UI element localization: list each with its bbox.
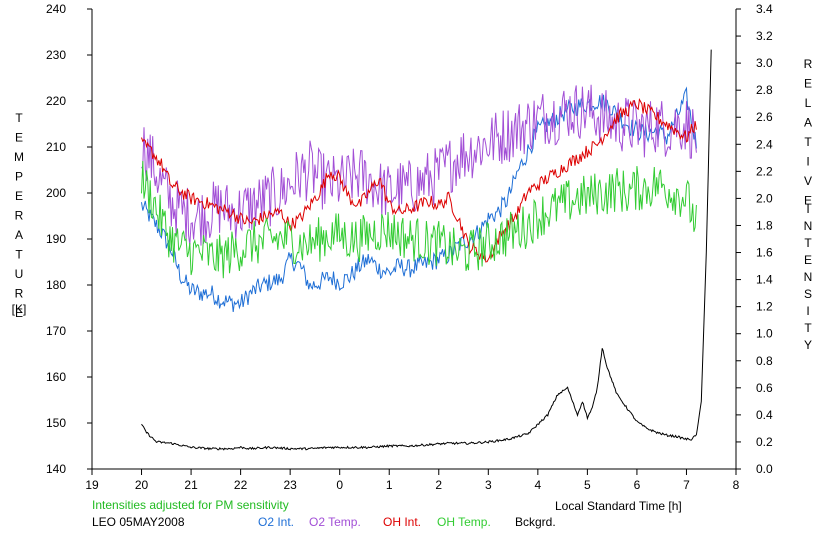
y-left-tick-label: 240	[46, 2, 66, 16]
y-right-label-letter: V	[804, 174, 812, 188]
x-tick-label: 19	[85, 478, 99, 492]
series-o2-int	[141, 86, 697, 313]
y-right-label-letter: E	[804, 253, 812, 267]
y-right-label-letter: N	[804, 270, 813, 284]
y-left-label-letter: U	[15, 267, 24, 281]
y-right-label-letter: E	[804, 77, 812, 91]
y-right-tick-label: 2.2	[756, 164, 773, 178]
y-left-label-letter: P	[15, 170, 23, 184]
y-right-label-letter: I	[806, 155, 809, 169]
legend-entry: O2 Int.	[258, 515, 295, 529]
y-right-tick-label: 2.8	[756, 83, 773, 97]
y-right-tick-label: 2.4	[756, 137, 773, 151]
y-right-label-letter: L	[805, 96, 812, 110]
x-axis-label: Local Standard Time [h]	[555, 499, 682, 513]
y-right-tick-label: 0.8	[756, 354, 773, 368]
y-right-tick-label: 1.4	[756, 273, 773, 287]
y-left-tick-label: 230	[46, 48, 66, 62]
x-tick-label: 4	[535, 478, 542, 492]
legend-entry: OH Int.	[383, 515, 422, 529]
legend-entry: OH Temp.	[437, 515, 491, 529]
y-right-label-letter: R	[804, 57, 813, 71]
x-tick-label: 1	[386, 478, 393, 492]
x-tick-label: 23	[283, 478, 297, 492]
x-tick-label: 3	[485, 478, 492, 492]
y-right-label-letter: T	[804, 236, 812, 250]
y-left-label-letter: T	[15, 111, 23, 125]
y-right-tick-label: 3.0	[756, 56, 773, 70]
chart-note: Intensities adjusted for PM sensitivity	[92, 498, 289, 512]
series-layer	[141, 49, 712, 451]
series-bckgrd	[141, 49, 712, 451]
y-right-label-letter: T	[804, 135, 812, 149]
y-right-label-letter: Y	[804, 338, 812, 352]
x-tick-label: 2	[435, 478, 442, 492]
series-oh-temp	[141, 160, 697, 279]
y-right-label-letter: N	[804, 219, 813, 233]
y-left-label-letter: A	[15, 228, 23, 242]
y-left-tick-label: 160	[46, 370, 66, 384]
series-oh-int	[141, 97, 697, 263]
y-right-tick-label: 0.4	[756, 408, 773, 422]
station-label: LEO 05MAY2008	[92, 515, 185, 529]
y-left-label-letter: E	[15, 306, 23, 320]
y-right-label-letter: A	[804, 116, 812, 130]
x-tick-label: 6	[634, 478, 641, 492]
legend-entry: O2 Temp.	[309, 515, 361, 529]
y-right-tick-label: 3.2	[756, 29, 773, 43]
y-left-label-letter: R	[15, 209, 24, 223]
y-right-label-letter: I	[806, 304, 809, 318]
y-right-tick-label: 2.0	[756, 191, 773, 205]
y-left-tick-label: 140	[46, 462, 66, 476]
y-right-tick-label: 0.0	[756, 462, 773, 476]
y-left-tick-label: 190	[46, 232, 66, 246]
y-left-label-letter: E	[15, 131, 23, 145]
x-tick-label: 0	[336, 478, 343, 492]
y-right-label-letter: I	[806, 202, 809, 216]
y-left-tick-label: 170	[46, 324, 66, 338]
y-left-tick-label: 150	[46, 416, 66, 430]
y-right-label-letter: T	[804, 321, 812, 335]
y-left-tick-label: 200	[46, 186, 66, 200]
x-tick-label: 8	[733, 478, 740, 492]
x-tick-label: 5	[584, 478, 591, 492]
legend-entry: Bckgrd.	[515, 515, 556, 529]
y-left-tick-label: 180	[46, 278, 66, 292]
y-right-tick-label: 2.6	[756, 110, 773, 124]
y-left-tick-label: 210	[46, 140, 66, 154]
y-right-tick-label: 0.2	[756, 435, 773, 449]
y-left-label-letter: M	[14, 150, 24, 164]
y-right-label-letter: S	[804, 287, 812, 301]
axis-labels: 19 20 21 22 23 0 1 2 3 4 5 6 7 8140150160170180190200…	[12, 2, 813, 492]
x-tick-label: 20	[135, 478, 149, 492]
y-right-tick-label: 1.8	[756, 218, 773, 232]
y-right-label-letter: E	[804, 194, 812, 208]
series-o2-temp	[141, 84, 697, 246]
x-tick-label: 7	[683, 478, 690, 492]
x-tick-label: 22	[234, 478, 248, 492]
x-tick-label: 21	[184, 478, 198, 492]
y-right-tick-label: 3.4	[756, 2, 773, 16]
y-left-label-letter: R	[15, 287, 24, 301]
y-right-tick-label: 1.2	[756, 300, 773, 314]
y-right-tick-label: 1.0	[756, 327, 773, 341]
y-left-label-letter: T	[15, 248, 23, 262]
y-left-label-unit: [K]	[12, 302, 27, 316]
y-right-tick-label: 0.6	[756, 381, 773, 395]
y-left-label-letter: E	[15, 189, 23, 203]
y-left-tick-label: 220	[46, 94, 66, 108]
axes	[87, 8, 741, 475]
y-right-tick-label: 1.6	[756, 246, 773, 260]
